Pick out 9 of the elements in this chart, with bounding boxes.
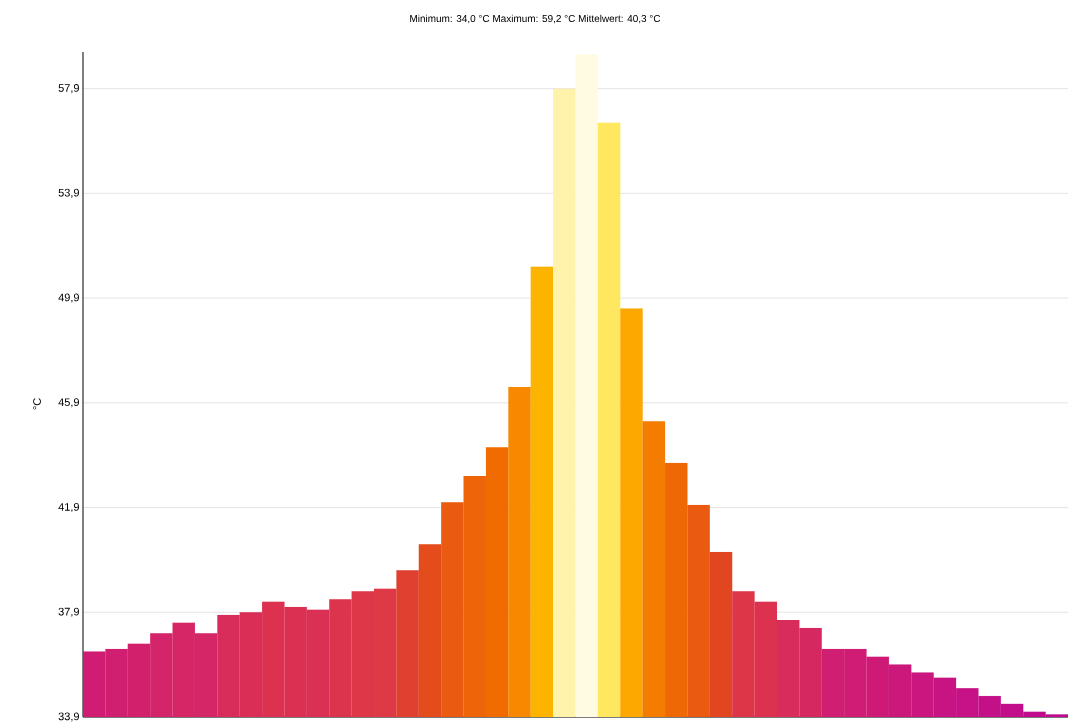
y-tick-label: 33,9 (58, 712, 79, 722)
y-tick-label: 53,9 (58, 188, 79, 198)
chart-title: Minimum: 34,0 °C Maximum: 59,2 °C Mittelwert: 40,3 °C (410, 14, 661, 24)
y-tick-label: 57,9 (58, 84, 79, 94)
y-tick-label: 49,9 (58, 293, 79, 303)
y-axis-title: °C (33, 398, 41, 410)
y-tick-label: 45,9 (58, 398, 79, 408)
y-tick-label: 37,9 (58, 607, 79, 617)
y-tick-label: 41,9 (58, 503, 79, 513)
